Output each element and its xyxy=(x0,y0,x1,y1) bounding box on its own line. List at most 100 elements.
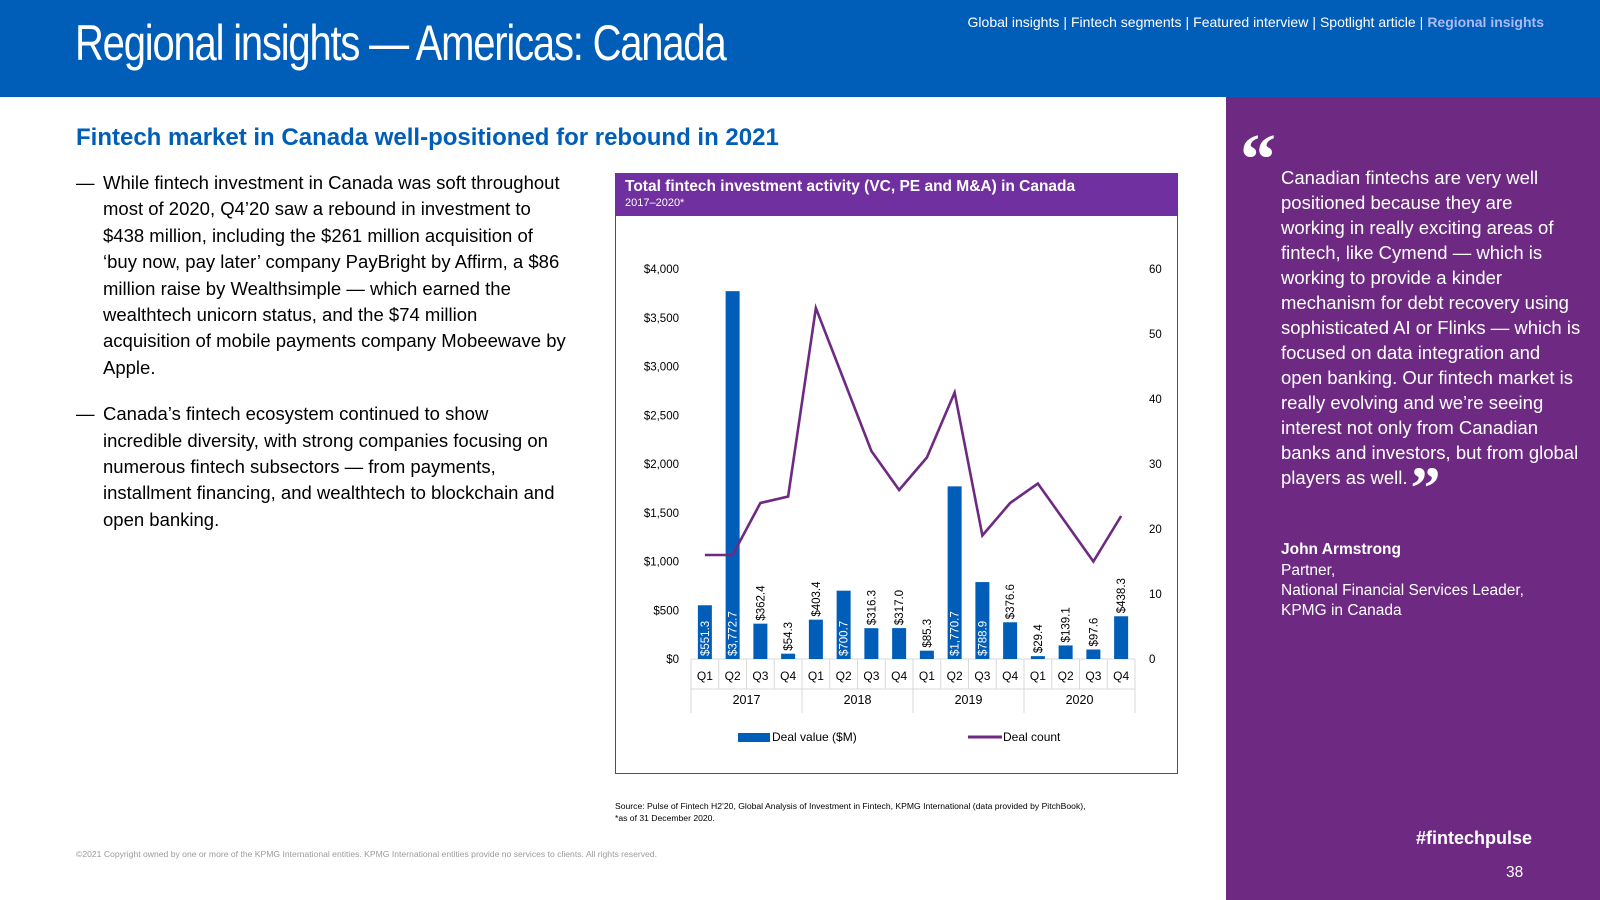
nav-link-regional-insights[interactable]: Regional insights xyxy=(1427,14,1544,30)
y-left-tick-label: $500 xyxy=(653,605,679,617)
bar-deal-value xyxy=(725,291,740,659)
y-left-tick-label: $1,500 xyxy=(644,508,679,520)
chart-subtitle: 2017–2020* xyxy=(625,197,685,209)
bar-deal-value xyxy=(947,486,962,659)
role-line: National Financial Services Leader, xyxy=(1281,582,1524,599)
bar-deal-value xyxy=(892,628,907,659)
bullet-item: — While fintech investment in Canada was… xyxy=(76,170,566,381)
bar-deal-value xyxy=(1086,649,1101,659)
bar-data-label: $317.0 xyxy=(894,590,906,625)
nav-link-fintech-segments[interactable]: Fintech segments xyxy=(1071,14,1182,30)
bar-deal-value xyxy=(975,582,990,659)
bar-deal-value xyxy=(836,590,851,659)
nav-separator: | xyxy=(1419,14,1424,30)
line-deal-count xyxy=(704,302,1123,564)
y-left-tick-label: $1,000 xyxy=(644,557,679,569)
y-left-tick-label: $2,000 xyxy=(644,459,679,471)
x-quarter-label: Q3 xyxy=(752,669,768,683)
bar-deal-value xyxy=(1003,622,1018,659)
bar-data-label: $376.6 xyxy=(1005,584,1017,619)
x-year-label: 2018 xyxy=(844,693,872,707)
bar-deal-value xyxy=(1114,616,1129,659)
bar-data-label: $551.3 xyxy=(700,621,712,656)
bar-deal-value xyxy=(864,628,879,659)
nav-link-spotlight-article[interactable]: Spotlight article xyxy=(1319,14,1416,30)
x-quarter-label: Q2 xyxy=(836,669,852,683)
legend-bar-label: Deal value ($M) xyxy=(772,730,857,744)
bullet-list: — While fintech investment in Canada was… xyxy=(76,170,566,553)
nav-separator: | xyxy=(1185,14,1190,30)
bullet-text: Canada’s fintech ecosystem continued to … xyxy=(103,403,555,530)
bar-data-label: $316.3 xyxy=(866,590,878,625)
x-quarter-label: Q4 xyxy=(1113,669,1129,683)
y-right-tick-label: 10 xyxy=(1149,589,1162,601)
x-quarter-label: Q1 xyxy=(808,669,824,683)
header-bar: Regional insights — Americas: Canada Glo… xyxy=(0,0,1600,97)
bar-data-label: $54.3 xyxy=(783,622,795,651)
bar-data-label: $362.4 xyxy=(755,585,767,621)
x-quarter-label: Q3 xyxy=(1085,669,1101,683)
y-left-tick-label: $3,500 xyxy=(644,313,679,325)
x-year-label: 2020 xyxy=(1066,693,1094,707)
hashtag-link[interactable]: #fintechpulse xyxy=(1416,828,1533,848)
bar-data-label: $700.7 xyxy=(839,621,851,656)
bar-data-label: $85.3 xyxy=(922,619,934,648)
x-year-label: 2017 xyxy=(733,693,761,707)
bullet-text: While fintech investment in Canada was s… xyxy=(103,172,566,378)
x-quarter-label: Q1 xyxy=(919,669,935,683)
bar-data-label: $438.3 xyxy=(1116,578,1128,613)
y-right-tick-label: 20 xyxy=(1149,524,1162,536)
page-title: Regional insights — Americas: Canada xyxy=(75,15,727,71)
x-quarter-label: Q1 xyxy=(1030,669,1046,683)
x-quarter-label: Q1 xyxy=(697,669,713,683)
bullet-item: — Canada’s fintech ecosystem continued t… xyxy=(76,401,566,533)
bar-deal-value xyxy=(1030,656,1045,659)
bar-deal-value xyxy=(808,619,823,659)
x-quarter-label: Q4 xyxy=(780,669,796,683)
source-note: Source: Pulse of Fintech H2’20, Global A… xyxy=(615,800,1175,824)
x-quarter-label: Q4 xyxy=(1002,669,1018,683)
y-right-tick-label: 40 xyxy=(1149,394,1162,406)
y-right-tick-label: 30 xyxy=(1149,459,1162,471)
open-quote-icon: “ xyxy=(1240,119,1276,199)
page-number: 38 xyxy=(1506,864,1524,881)
quote-panel: “ Canadian fintechs are very well positi… xyxy=(1226,97,1600,900)
y-left-tick-label: $2,500 xyxy=(644,410,679,422)
section-title: Fintech market in Canada well-positioned… xyxy=(76,124,779,151)
bar-data-label: $29.4 xyxy=(1033,624,1045,653)
bar-data-label: $403.4 xyxy=(811,581,823,617)
x-quarter-label: Q3 xyxy=(863,669,879,683)
y-left-tick-label: $4,000 xyxy=(644,264,679,276)
bullet-dash: — xyxy=(76,172,95,193)
x-quarter-label: Q3 xyxy=(974,669,990,683)
y-right-tick-label: 60 xyxy=(1149,264,1162,276)
bar-data-label: $139.1 xyxy=(1061,607,1073,642)
legend-bar-swatch xyxy=(738,733,770,742)
y-right-tick-label: 50 xyxy=(1149,329,1162,341)
x-quarter-label: Q2 xyxy=(1058,669,1074,683)
chart-header: Total fintech investment activity (VC, P… xyxy=(616,174,1177,216)
bar-deal-value xyxy=(697,605,712,659)
y-left-tick-label: $3,000 xyxy=(644,362,679,374)
bar-deal-value xyxy=(753,623,768,659)
nav-link-global-insights[interactable]: Global insights xyxy=(967,14,1060,30)
top-navigation: Global insights | Fintech segments | Feature… xyxy=(968,14,1544,30)
quote-author-role: Partner, National Financial Services Lea… xyxy=(1281,561,1524,621)
chart-container: Total fintech investment activity (VC, P… xyxy=(615,173,1178,774)
source-footnote: *as of 31 December 2020. xyxy=(615,813,715,823)
bar-data-label: $97.6 xyxy=(1088,618,1100,647)
role-line: KPMG in Canada xyxy=(1281,602,1402,619)
role-line: Partner, xyxy=(1281,562,1336,579)
nav-separator: | xyxy=(1312,14,1316,30)
x-year-label: 2019 xyxy=(955,693,983,707)
source-line: Source: Pulse of Fintech H2’20, Global A… xyxy=(615,801,1086,811)
chart-title: Total fintech investment activity (VC, P… xyxy=(625,178,1076,195)
x-quarter-label: Q2 xyxy=(947,669,963,683)
nav-link-featured-interview[interactable]: Featured interview xyxy=(1193,14,1309,30)
quote-body: Canadian fintechs are very well position… xyxy=(1281,167,1581,488)
bar-data-label: $3,772.7 xyxy=(728,611,740,656)
investment-chart: $0 $500 $1,000 $1,500 $2,000 $2,500 $3,000 $3,5… xyxy=(644,264,1162,744)
bar-data-label: $1,770.7 xyxy=(950,611,962,656)
bar-deal-value xyxy=(781,653,796,659)
quote-text: Canadian fintechs are very well position… xyxy=(1281,167,1581,521)
